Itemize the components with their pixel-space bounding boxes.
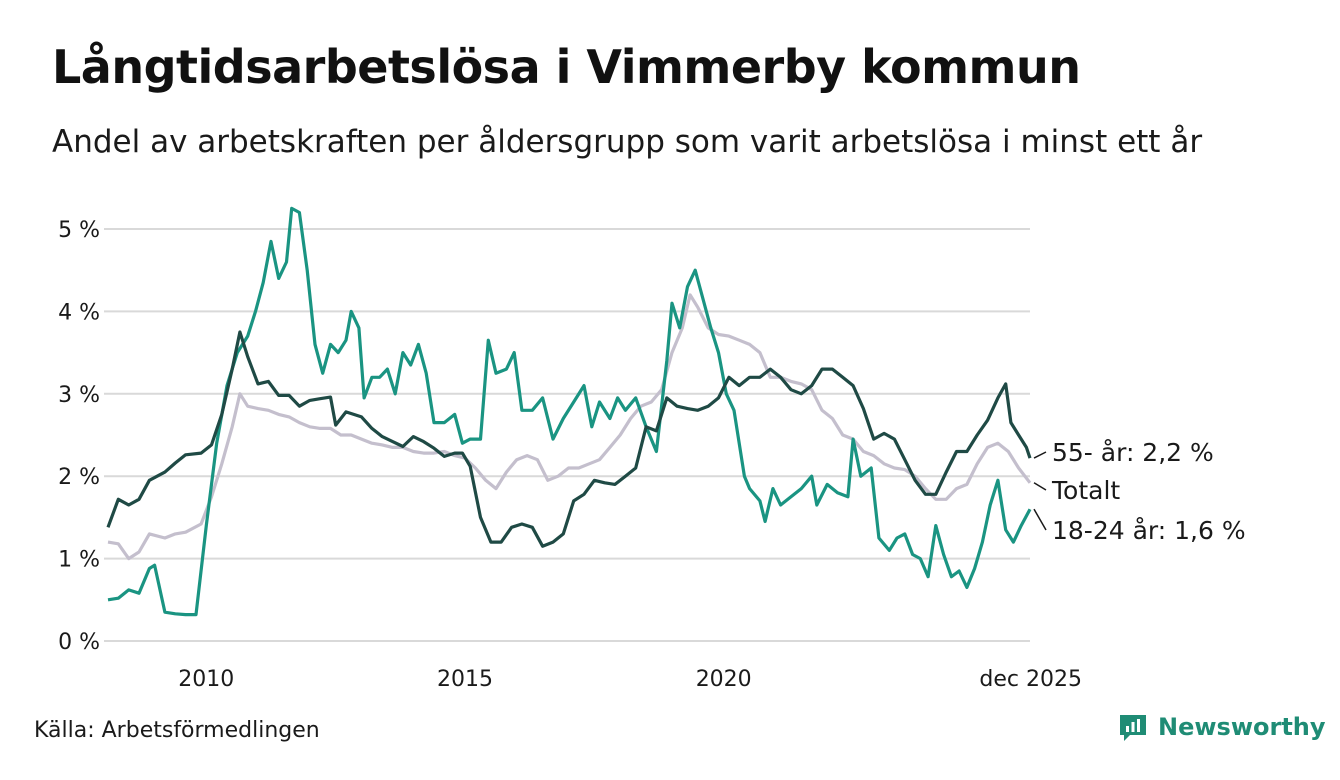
grid-layer: 0 % 1 % 2 % 3 % 4 % 5 % <box>58 218 1030 655</box>
y-tick-label: 4 % <box>58 300 100 325</box>
x-axis: 2010 2015 2020 dec 2025 <box>178 667 1082 692</box>
x-tick-label: 2020 <box>696 667 752 692</box>
series-line-age18 <box>107 206 1032 617</box>
y-tick-label: 2 % <box>58 465 100 490</box>
series-line-total <box>107 293 1032 561</box>
series-end-label: Totalt <box>1051 476 1120 505</box>
x-tick-label: dec 2025 <box>979 667 1082 692</box>
end-label-leader <box>1033 508 1047 531</box>
series-line-age55 <box>106 330 1032 548</box>
series-end-label: 18-24 år: 1,6 % <box>1052 516 1246 545</box>
series-end-label: 55- år: 2,2 % <box>1052 438 1214 467</box>
brand-name: Newsworthy <box>1158 713 1326 741</box>
y-tick-label: 0 % <box>58 630 100 655</box>
series-layer <box>106 206 1032 617</box>
end-label-leader <box>1033 482 1047 491</box>
source-note: Källa: Arbetsförmedlingen <box>34 718 320 743</box>
y-tick-label: 3 % <box>58 383 100 408</box>
y-tick-label: 5 % <box>58 218 100 243</box>
brand-logo[interactable]: Newsworthy <box>1118 712 1326 742</box>
chart-title: Långtidsarbetslösa i Vimmerby kommun <box>52 40 1081 94</box>
x-tick-label: 2010 <box>178 667 234 692</box>
x-tick-label: 2015 <box>437 667 493 692</box>
newsworthy-logo-icon <box>1120 715 1146 741</box>
end-labels: 55- år: 2,2 % Totalt 18-24 år: 1,6 % <box>1033 438 1246 545</box>
y-tick-label: 1 % <box>58 548 100 573</box>
chart-subtitle: Andel av arbetskraften per åldersgrupp s… <box>52 124 1203 160</box>
line-chart: 0 %1 %2 %3 %4 %5 % 2010 2015 2020 dec 2025 … <box>58 206 1246 692</box>
end-label-leader <box>1033 451 1047 459</box>
